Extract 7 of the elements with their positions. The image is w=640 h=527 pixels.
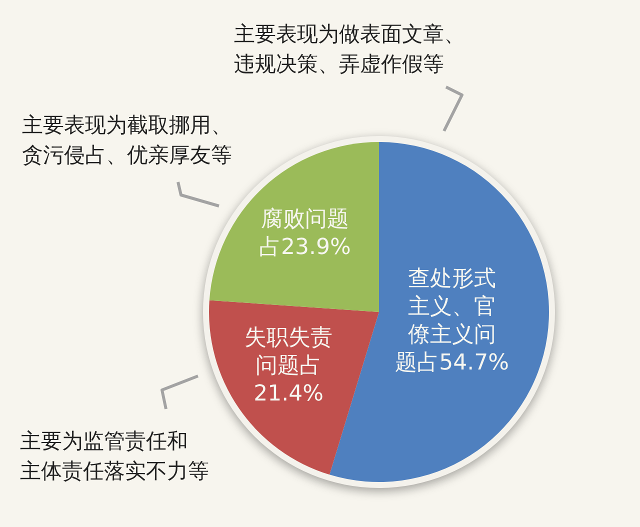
slice-label: 失职失责问题占 bbox=[244, 325, 333, 378]
data-label: 21.4% bbox=[254, 381, 324, 406]
text: 主要表现为做表面文章、违规决策、弄虚作假等 bbox=[234, 22, 465, 76]
slice-label: 查处形式主义、官僚主义问题占54.7% bbox=[395, 266, 509, 376]
text: 主要表现为截取挪用、贪污侵占、优亲厚友等 bbox=[22, 113, 232, 167]
slice-label: 腐败问题占23.9% bbox=[259, 207, 351, 260]
text: 主要为监管责任和主体责任落实不力等 bbox=[20, 429, 209, 483]
